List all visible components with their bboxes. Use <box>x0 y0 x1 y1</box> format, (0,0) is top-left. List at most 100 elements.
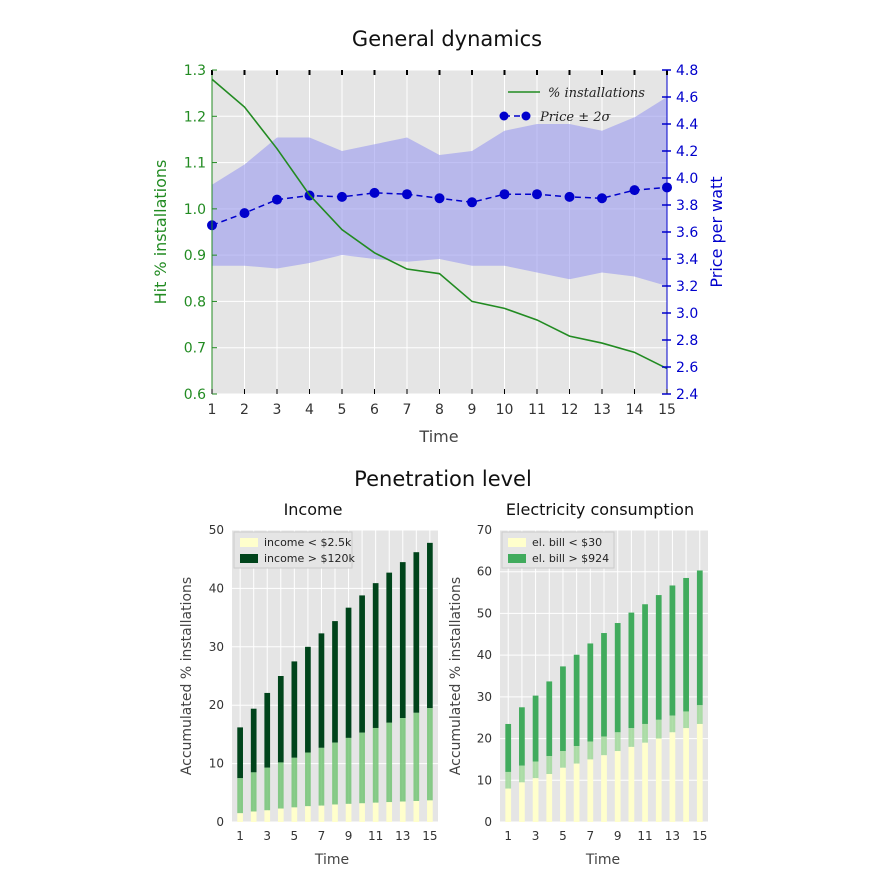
bar-high-segment <box>628 612 635 729</box>
bar-mid-segment <box>413 712 420 801</box>
bar-low-segment <box>519 782 525 822</box>
y-tick-label: 30 <box>209 640 224 654</box>
bar-mid-segment <box>318 747 325 806</box>
bar-high-segment <box>318 633 325 748</box>
bar-mid-segment <box>345 737 352 804</box>
bar-low-segment <box>318 805 325 822</box>
y-axis-label-income: Accumulated % installations <box>179 577 195 775</box>
bar-low-segment <box>264 810 271 822</box>
bar-low-segment <box>291 807 298 822</box>
left-axis-ticks: 0.6 0.7 0.8 0.9 1.0 1.1 1.2 1.3 <box>184 63 217 403</box>
bar-high-segment <box>683 577 689 712</box>
bar-high-segment <box>669 585 676 716</box>
bar-high-segment <box>427 542 433 709</box>
legend-electricity-high-label: el. bill > $924 <box>532 552 609 565</box>
legend-general: % installations Price ± 2σ <box>499 86 645 125</box>
bar-mid-segment <box>614 732 621 752</box>
bar-mid-segment <box>386 722 393 803</box>
bar-mid-segment <box>277 762 284 809</box>
right-tick-label: 3.0 <box>676 306 698 322</box>
bar-low-segment <box>601 755 607 822</box>
y-tick-label: 50 <box>477 606 492 620</box>
chart-title-electricity: Electricity consumption <box>506 500 694 519</box>
legend-price-label: Price ± 2σ <box>539 110 612 125</box>
bar-high-segment <box>372 583 379 728</box>
bar-high-segment <box>413 552 420 713</box>
bar-mid-segment <box>655 719 662 739</box>
x-tick-label: 11 <box>637 829 652 843</box>
legend-income-low-label: income < $2.5k <box>264 536 352 549</box>
price-marker <box>499 189 510 200</box>
bar-low-segment <box>277 808 284 822</box>
bar-high-segment <box>532 695 539 762</box>
bar-high-segment <box>573 654 580 747</box>
section-title-penetration: Penetration level <box>354 467 532 491</box>
bar-high-segment <box>237 727 243 779</box>
price-markers <box>207 182 672 231</box>
bar-high-segment <box>655 595 662 720</box>
y-tick-label: 20 <box>209 698 224 712</box>
bar-low-segment <box>696 723 703 822</box>
bar-low-segment <box>628 746 635 822</box>
chart-title-general-dynamics: General dynamics <box>352 27 542 51</box>
left-tick-label: 1.0 <box>184 202 206 218</box>
bar-low-segment <box>642 742 648 822</box>
x-tick-label: 7 <box>586 829 594 843</box>
bar-mid-segment <box>642 723 648 743</box>
x-tick-label: 13 <box>665 829 680 843</box>
x-tick-label: 3 <box>263 829 271 843</box>
x-tick-label: 2 <box>240 402 249 418</box>
x-tick-label: 15 <box>692 829 707 843</box>
y-tick-label: 70 <box>477 523 492 537</box>
bar-low-segment <box>532 778 539 822</box>
x-tick-label: 15 <box>422 829 437 843</box>
installations-series-line <box>211 78 668 370</box>
bar-mid-segment <box>601 736 607 756</box>
bar-low-segment <box>332 804 338 822</box>
x-tick-label: 4 <box>305 402 314 418</box>
bar-mid-segment <box>628 728 635 747</box>
y-tick-label: 0 <box>216 815 224 829</box>
bar-mid-segment <box>669 715 676 733</box>
legend-installations-label: % installations <box>548 86 645 101</box>
price-marker <box>532 189 542 200</box>
bar-high-segment <box>250 708 257 773</box>
bar-low-segment <box>305 806 311 822</box>
y-tick-label: 40 <box>209 581 224 595</box>
bar-low-segment <box>546 774 553 822</box>
legend-income-high-swatch <box>240 554 258 563</box>
bar-high-segment <box>359 595 365 733</box>
bars-income <box>237 542 433 822</box>
legend-income-high-label: income > $120k <box>264 552 355 565</box>
x-tick-label: 5 <box>338 402 347 418</box>
x-tick-label: 1 <box>504 829 512 843</box>
bar-high-segment <box>560 666 566 752</box>
bar-mid-segment <box>332 742 338 805</box>
bar-low-segment <box>386 802 393 822</box>
x-tick-label: 11 <box>368 829 383 843</box>
right-axis-label: Price per watt <box>707 176 726 287</box>
x-tick-label: 1 <box>236 829 244 843</box>
price-marker <box>467 197 477 208</box>
bar-high-segment <box>519 707 525 766</box>
right-tick-label: 3.8 <box>676 198 698 214</box>
x-tick-label: 10 <box>496 402 514 418</box>
bar-high-segment <box>587 643 594 742</box>
right-tick-label: 3.4 <box>676 252 698 268</box>
right-axis-ticks: 2.4 2.6 2.8 3.0 3.2 3.4 3.6 3.8 4.0 4.2 4.4 4.6 4.8 <box>662 63 698 403</box>
bar-high-segment <box>546 681 553 757</box>
left-tick-label: 0.9 <box>184 248 206 264</box>
right-tick-label: 4.0 <box>676 171 698 187</box>
bar-high-segment <box>386 572 393 723</box>
left-tick-label: 1.3 <box>184 63 206 79</box>
right-tick-label: 2.6 <box>676 360 698 376</box>
left-tick-label: 1.2 <box>184 109 206 125</box>
y-tick-label: 50 <box>209 523 224 537</box>
bar-high-segment <box>332 621 338 743</box>
price-marker <box>629 185 640 196</box>
bar-high-segment <box>614 623 621 733</box>
x-axis-ticks-general: 1 2 3 4 5 6 7 8 9 10 11 12 13 14 15 <box>208 70 676 418</box>
x-tick-label: 8 <box>435 402 444 418</box>
x-axis-ticks-electricity: 1 3 5 7 9 11 13 15 <box>504 829 707 843</box>
right-tick-label: 3.2 <box>676 279 698 295</box>
